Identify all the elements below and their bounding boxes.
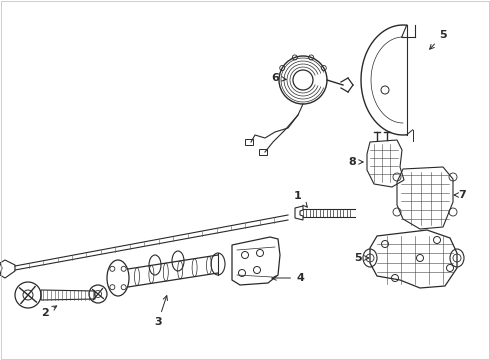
Text: 7: 7 <box>454 190 466 200</box>
Text: 2: 2 <box>41 306 57 318</box>
Text: 6: 6 <box>271 73 286 83</box>
Text: 3: 3 <box>154 296 168 327</box>
Text: 5: 5 <box>354 253 369 263</box>
Text: 8: 8 <box>348 157 363 167</box>
Text: 4: 4 <box>272 273 304 283</box>
Text: 1: 1 <box>294 191 307 207</box>
Text: 5: 5 <box>430 30 447 49</box>
